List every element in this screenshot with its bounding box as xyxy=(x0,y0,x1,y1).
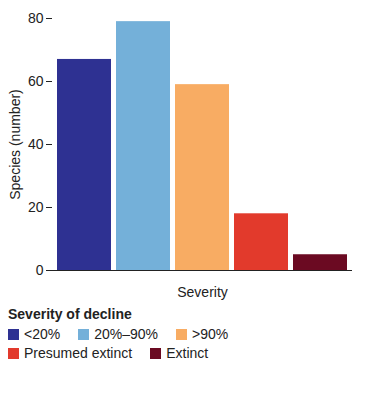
html-text:<20%: <20% xyxy=(24,326,61,342)
svg-text:60: 60 xyxy=(28,73,44,89)
html-text:Extinct: Extinct xyxy=(166,345,209,361)
html-text:>90%: >90% xyxy=(192,326,229,342)
svg-text:Severity: Severity xyxy=(177,284,228,300)
svg-text:40: 40 xyxy=(28,136,44,152)
svg-text:0: 0 xyxy=(36,262,44,278)
svg-text:Species (number): Species (number) xyxy=(7,89,23,200)
html-text:Presumed extinct: Presumed extinct xyxy=(24,345,133,361)
svg-text:20: 20 xyxy=(28,199,44,215)
html-text:Severity of decline: Severity of decline xyxy=(8,306,132,322)
html-text:20%–90%: 20%–90% xyxy=(94,326,158,342)
svg-text:80: 80 xyxy=(28,10,44,26)
